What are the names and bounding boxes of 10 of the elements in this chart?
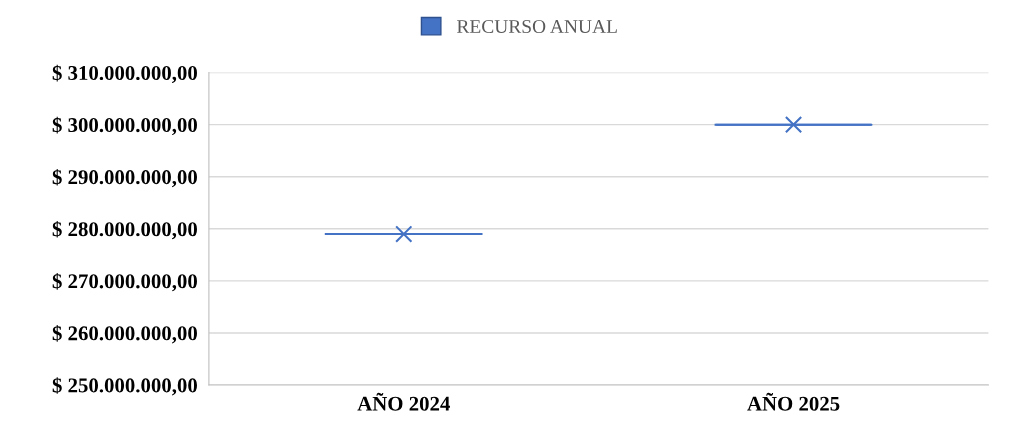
x-tick-label: AÑO 2024 xyxy=(357,392,450,411)
y-tick-label: $ 250.000.000,00 xyxy=(52,377,197,396)
y-tick-label: $ 300.000.000,00 xyxy=(52,116,197,136)
y-tick-label: $ 280.000.000,00 xyxy=(52,220,197,240)
y-tick-label: $ 270.000.000,00 xyxy=(52,273,197,292)
x-tick-label: AÑO 2025 xyxy=(747,392,840,411)
y-tick-label: $ 260.000.000,00 xyxy=(52,325,197,344)
y-tick-label: $ 290.000.000,00 xyxy=(52,168,197,188)
y-tick-label: $ 310.000.000,00 xyxy=(52,64,197,84)
legend-label: RECURSO ANUAL xyxy=(456,19,617,34)
